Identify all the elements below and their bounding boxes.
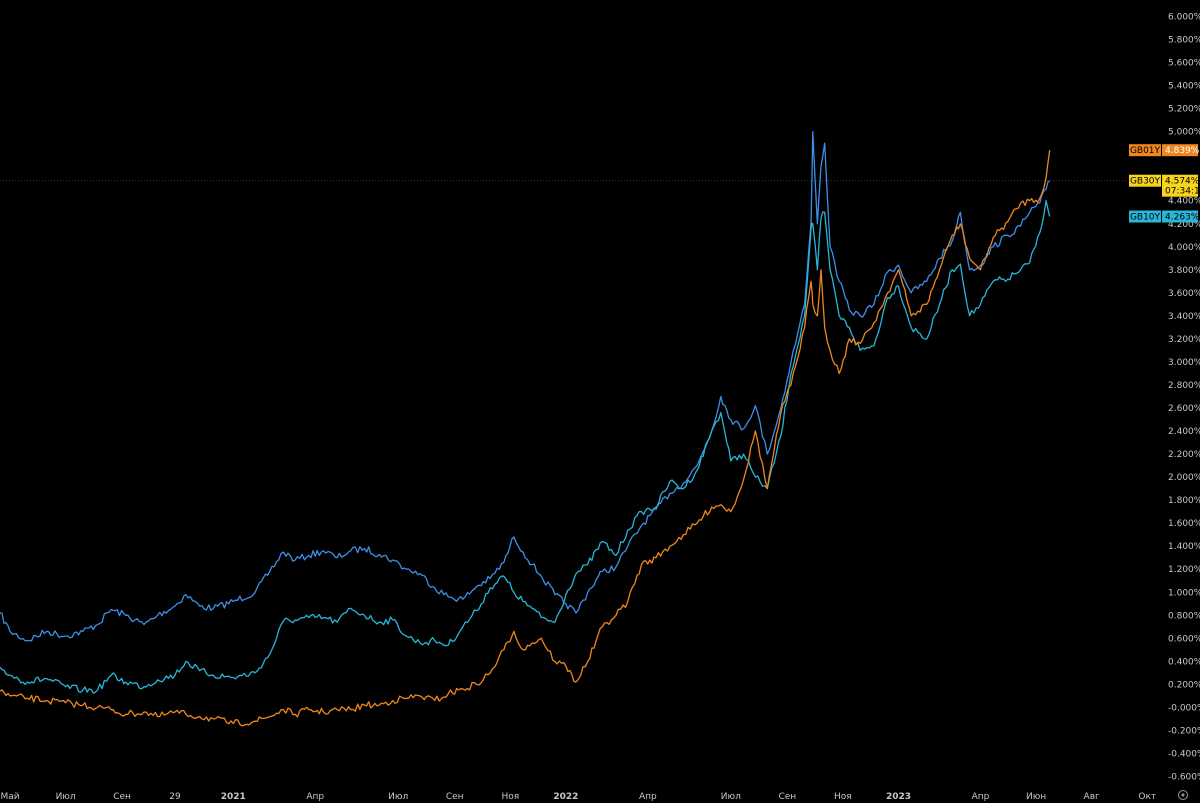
y-tick-label: 4.000% — [1168, 243, 1200, 253]
y-tick-label: -0.000% — [1168, 703, 1200, 713]
x-tick-label: Сен — [778, 792, 796, 802]
x-tick-label: 2022 — [553, 792, 578, 802]
y-tick-label: 6.000% — [1168, 13, 1200, 23]
y-tick-label: 2.000% — [1168, 473, 1200, 483]
y-tick-label: 3.200% — [1168, 335, 1200, 345]
x-tick-label: Ноя — [834, 792, 852, 802]
badge-series-name: GB01Y — [1130, 146, 1161, 156]
y-tick-label: 4.200% — [1168, 220, 1200, 230]
y-axis[interactable]: -0.600% -0.400% -0.200% -0.000% 0.200% 0.400%… — [1168, 13, 1200, 783]
x-axis[interactable]: Май Июл Сен 29 2021 Апр Июл Сен Ноя 2022 Апр Июл Сен… — [0, 792, 1156, 802]
y-tick-label: 3.400% — [1168, 312, 1200, 322]
badge-name-bg — [1129, 144, 1161, 157]
x-tick-label: Апр — [306, 792, 324, 802]
chart-settings-icon[interactable] — [1178, 790, 1188, 800]
y-tick-label: 0.600% — [1168, 634, 1200, 644]
x-tick-label: Ноя — [501, 792, 519, 802]
y-tick-label: -0.600% — [1168, 773, 1200, 783]
badge-series-name: GB30Y — [1130, 177, 1161, 187]
y-tick-label: 1.600% — [1168, 519, 1200, 529]
y-tick-label: 0.400% — [1168, 657, 1200, 667]
x-tick-label: Июн — [1026, 792, 1046, 802]
x-tick-label: Июл — [56, 792, 76, 802]
badge-value-bg — [1162, 174, 1198, 197]
badge-name-bg — [1129, 174, 1161, 187]
y-tick-label: 3.800% — [1168, 266, 1200, 276]
y-tick-label: 1.200% — [1168, 565, 1200, 575]
y-tick-label: 4.400% — [1168, 197, 1200, 207]
badge-gb30y: GB30Y 4.574%07:34:15 — [1129, 174, 1200, 197]
badge-last-value: 4.839% — [1165, 146, 1200, 156]
y-tick-label: 1.400% — [1168, 542, 1200, 552]
x-tick-label: Май — [0, 792, 19, 802]
y-tick-label: 1.000% — [1168, 588, 1200, 598]
badge-gb01y: GB01Y 4.839% — [1129, 144, 1200, 157]
badge-countdown: 07:34:15 — [1165, 187, 1200, 197]
badge-last-value: 4.574% — [1165, 177, 1200, 187]
y-tick-label: -0.400% — [1168, 749, 1200, 759]
badge-last-value: 4.263% — [1165, 213, 1200, 223]
y-tick-label: 5.000% — [1168, 128, 1200, 138]
y-tick-label: 5.800% — [1168, 36, 1200, 46]
y-tick-label: 5.400% — [1168, 82, 1200, 92]
x-tick-label: Апр — [972, 792, 990, 802]
badge-gb10y: GB10Y 4.263% — [1129, 210, 1200, 223]
x-tick-label: Июл — [721, 792, 741, 802]
y-tick-label: 0.200% — [1168, 680, 1200, 690]
y-tick-label: 2.400% — [1168, 427, 1200, 437]
x-tick-label: Сен — [113, 792, 131, 802]
x-tick-label: Июл — [388, 792, 408, 802]
y-tick-label: 1.800% — [1168, 496, 1200, 506]
y-tick-label: 2.800% — [1168, 381, 1200, 391]
y-tick-label: 2.200% — [1168, 450, 1200, 460]
y-tick-label: 0.800% — [1168, 611, 1200, 621]
x-tick-label: Авг — [1084, 792, 1100, 802]
x-tick-label: Сен — [446, 792, 464, 802]
series-layer — [0, 131, 1051, 727]
y-tick-label: 3.000% — [1168, 358, 1200, 368]
series-line-gb30y[interactable] — [0, 131, 1051, 642]
x-tick-label: 2021 — [221, 792, 246, 802]
y-tick-label: 2.600% — [1168, 404, 1200, 414]
x-tick-label: Апр — [639, 792, 657, 802]
y-tick-label: 5.600% — [1168, 59, 1200, 69]
series-line-gb01y[interactable] — [0, 150, 1051, 727]
badge-value-bg — [1162, 210, 1198, 223]
x-tick-label: 29 — [169, 792, 181, 802]
x-tick-label: Окт — [1138, 792, 1156, 802]
y-tick-label: -0.200% — [1168, 726, 1200, 736]
series-line-gb10y[interactable] — [0, 200, 1051, 694]
price-badges: GB30Y 4.574%07:34:15 GB10Y 4.263% GB01Y 4.839… — [1129, 144, 1200, 223]
x-tick-label: 2023 — [886, 792, 911, 802]
y-tick-label: 5.200% — [1168, 105, 1200, 115]
y-tick-label: 3.600% — [1168, 289, 1200, 299]
badge-series-name: GB10Y — [1130, 213, 1161, 223]
badge-value-bg — [1162, 144, 1198, 157]
badge-name-bg — [1129, 210, 1161, 223]
